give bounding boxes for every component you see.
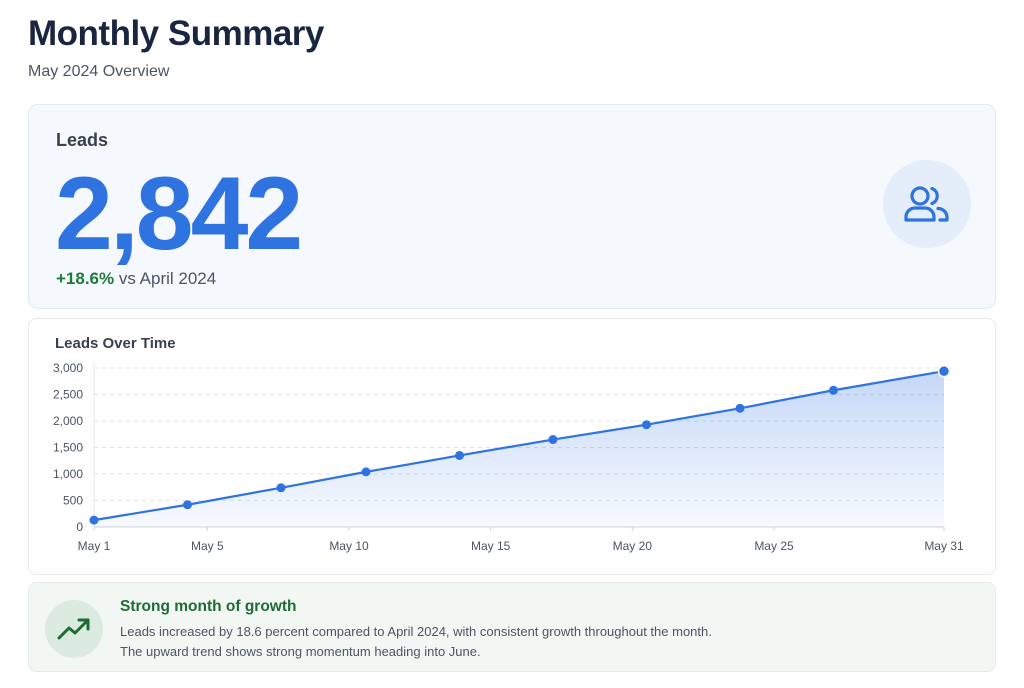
data-point [361,467,371,477]
x-tick-label: May 1 [78,539,111,553]
insight-line-2: The upward trend shows strong momentum h… [120,644,481,659]
data-point [455,450,464,460]
leads-line-chart: 0 500 1,000 1,500 2,000 2,500 3,000 May 1 May 5 M… [53,361,964,553]
data-point [183,500,192,510]
kpi-icon-badge [883,160,971,248]
x-tick-label: May 15 [471,539,511,553]
data-point [89,515,99,525]
y-tick-label: 1,000 [53,467,83,481]
y-tick-label: 0 [76,520,83,534]
page-subtitle: May 2024 Overview [28,63,170,80]
y-tick-label: 500 [63,494,83,508]
kpi-change: +18.6% vs April 2024 [56,269,216,289]
chart-title: Leads Over Time [55,335,176,352]
leads-kpi-card: Leads 2,842 +18.6% vs April 2024 [28,104,996,309]
data-point [735,403,745,413]
series-line [93,370,945,522]
data-point [829,385,838,395]
y-tick-label: 2,500 [53,388,83,402]
x-tick-label: May 5 [191,539,224,553]
y-tick-label: 2,000 [53,414,83,428]
page-title: Monthly Summary [28,14,324,53]
kpi-value: 2,842 [55,156,303,272]
data-point [642,420,651,430]
data-point [548,435,558,445]
trending-up-icon [57,618,90,640]
insight-body: Leads increased by 18.6 percent compared… [120,622,980,662]
leads-chart-card: Leads Over Time 0 500 1,000 1,500 2,000 2,500… [28,318,996,575]
y-tick-label: 1,500 [53,441,83,455]
data-point [276,483,286,493]
data-point [937,364,951,378]
kpi-label: Leads [56,130,109,150]
users-icon [904,186,949,222]
insight-card: Strong month of growth Leads increased b… [28,582,996,672]
kpi-change-percent: +18.6% [56,269,115,288]
y-tick-label: 3,000 [53,361,83,375]
insight-icon-badge [45,600,103,658]
kpi-change-comparison: vs April 2024 [114,269,217,288]
x-tick-label: May 20 [613,539,653,553]
insight-title: Strong month of growth [120,598,297,615]
x-tick-label: May 10 [329,539,369,553]
insight-line-1: Leads increased by 18.6 percent compared… [120,624,712,639]
x-tick-label: May 25 [754,539,794,553]
x-tick-label: May 31 [924,539,964,553]
